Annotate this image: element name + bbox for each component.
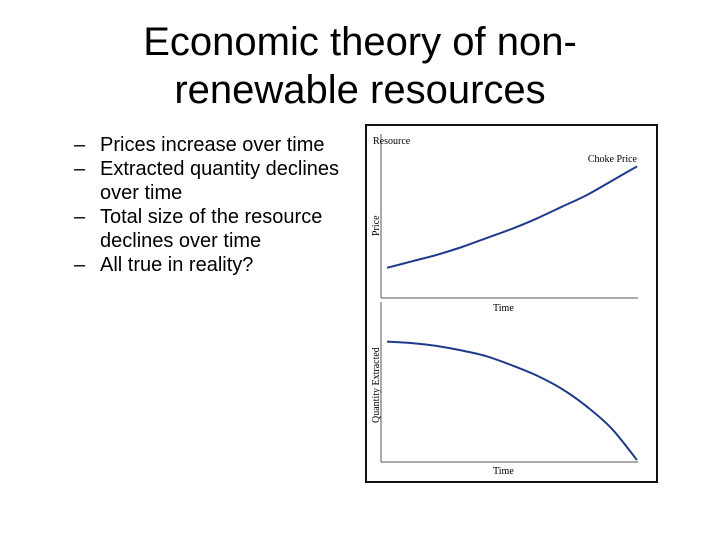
bullet-item: – All true in reality? [74, 253, 364, 277]
bullet-list: – Prices increase over time – Extracted qu… [74, 133, 364, 277]
resource-figure: Resource Price Time Choke Price Quantity… [365, 124, 658, 483]
slide-title-line-2: renewable resources [174, 68, 546, 112]
slide-title: Economic theory of non- renewable resour… [60, 18, 660, 114]
choke-price-label: Choke Price [588, 154, 638, 165]
bullet-text: Extracted quantity declines over time [100, 158, 340, 204]
quantity-x-label: Time [493, 466, 514, 477]
bullet-dash: – [74, 206, 86, 228]
bullet-text: Prices increase over time [100, 134, 325, 156]
resource-charts: Resource Price Time Choke Price Quantity… [371, 134, 638, 477]
slide-title-line-1: Economic theory of non- [143, 20, 577, 64]
price-x-label: Time [493, 303, 514, 314]
bullet-item: – Extracted quantity declines over time [74, 157, 364, 205]
bullet-dash: – [74, 254, 86, 276]
bullet-text: All true in reality? [100, 254, 254, 276]
price-series-line [386, 165, 638, 269]
bullet-dash: – [74, 134, 86, 156]
price-y-label: Price [371, 215, 382, 236]
quantity-series-line [386, 340, 638, 461]
bullet-item: – Prices increase over time [74, 133, 364, 157]
price-chart-title: Resource [373, 136, 411, 147]
bullet-dash: – [74, 158, 86, 180]
bullet-text: Total size of the resource declines over… [100, 206, 323, 252]
bullet-item: – Total size of the resource declines ove… [74, 205, 364, 253]
quantity-y-label: Quantity Extracted [371, 347, 382, 423]
